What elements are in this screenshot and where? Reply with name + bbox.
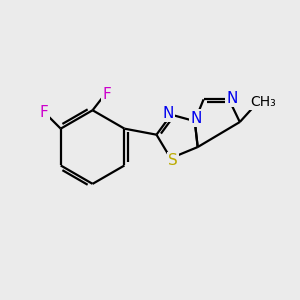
Text: N: N xyxy=(226,91,238,106)
Text: N: N xyxy=(163,106,174,121)
Text: CH₃: CH₃ xyxy=(250,95,276,109)
Text: S: S xyxy=(168,153,178,168)
Text: F: F xyxy=(102,87,111,102)
Text: N: N xyxy=(190,111,202,126)
Text: F: F xyxy=(40,105,48,120)
